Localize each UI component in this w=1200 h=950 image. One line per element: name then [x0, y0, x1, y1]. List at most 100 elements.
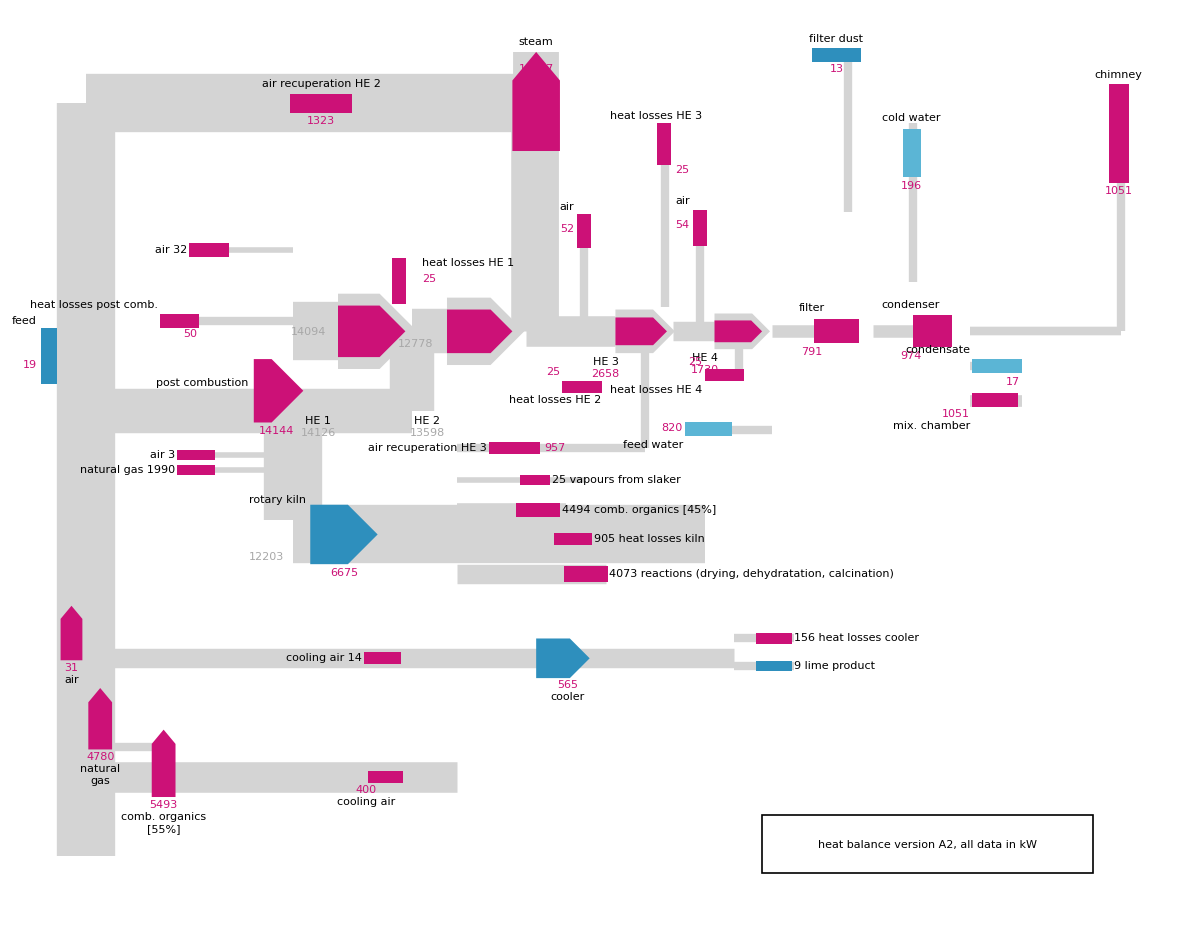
Text: 820: 820 — [661, 424, 683, 433]
Text: comb. organics: comb. organics — [121, 812, 206, 822]
Text: HE 4: HE 4 — [691, 353, 718, 363]
Text: HE 1: HE 1 — [305, 415, 331, 426]
Text: heat losses HE 4: heat losses HE 4 — [611, 385, 703, 395]
Bar — [564, 566, 607, 582]
Bar — [554, 534, 592, 545]
Text: 25: 25 — [674, 165, 689, 175]
Bar — [41, 329, 56, 384]
Text: filter dust: filter dust — [809, 34, 863, 44]
Polygon shape — [338, 306, 406, 357]
Text: 156 heat losses cooler: 156 heat losses cooler — [793, 634, 919, 643]
Bar — [367, 771, 403, 783]
Bar — [692, 211, 707, 246]
Text: air: air — [64, 675, 79, 685]
Bar — [190, 243, 229, 257]
Text: chimney: chimney — [1094, 69, 1142, 80]
Text: 13598: 13598 — [409, 428, 445, 439]
Text: 12778: 12778 — [397, 339, 433, 350]
Bar — [756, 633, 792, 644]
Text: heat balance version A2, all data in kW: heat balance version A2, all data in kW — [818, 840, 1037, 849]
Bar — [902, 129, 920, 177]
Text: filter: filter — [798, 303, 824, 314]
Text: air recuperation HE 3: air recuperation HE 3 — [368, 444, 487, 453]
Polygon shape — [714, 320, 762, 342]
Text: natural gas 1990: natural gas 1990 — [80, 466, 175, 475]
Text: air recuperation HE 2: air recuperation HE 2 — [262, 79, 380, 88]
Text: 25: 25 — [546, 367, 560, 377]
Text: 25 vapours from slaker: 25 vapours from slaker — [552, 475, 680, 484]
Text: 14126: 14126 — [300, 428, 336, 439]
Text: air 32: air 32 — [155, 245, 187, 256]
Text: 5493: 5493 — [150, 800, 178, 810]
Text: 791: 791 — [800, 347, 822, 357]
Polygon shape — [446, 310, 512, 353]
Text: 1323: 1323 — [307, 116, 335, 126]
Text: 4780: 4780 — [86, 752, 114, 763]
Bar — [516, 503, 560, 517]
Bar — [562, 381, 601, 392]
Text: cooling air 14: cooling air 14 — [286, 654, 361, 663]
Text: 14144: 14144 — [259, 427, 294, 436]
Text: feed water: feed water — [623, 440, 683, 450]
Text: HE 2: HE 2 — [414, 415, 440, 426]
Text: 974: 974 — [900, 352, 922, 361]
Text: 54: 54 — [676, 220, 690, 230]
Bar — [577, 215, 590, 248]
Bar — [290, 93, 352, 113]
Bar — [704, 369, 744, 381]
Text: heat losses post comb.: heat losses post comb. — [30, 299, 157, 310]
Polygon shape — [60, 606, 83, 660]
Bar — [811, 48, 862, 62]
Text: cooling air: cooling air — [337, 797, 395, 807]
Bar — [364, 653, 402, 664]
Text: feed: feed — [12, 316, 37, 327]
Text: 4073 reactions (drying, dehydratation, calcination): 4073 reactions (drying, dehydratation, c… — [610, 569, 894, 580]
Text: 13: 13 — [829, 64, 844, 74]
Polygon shape — [714, 314, 770, 350]
Bar — [178, 466, 215, 475]
Bar — [685, 423, 732, 436]
Text: 196: 196 — [901, 180, 923, 191]
Text: cold water: cold water — [882, 113, 941, 124]
Text: 6675: 6675 — [330, 568, 358, 579]
Text: heat losses HE 1: heat losses HE 1 — [422, 258, 515, 268]
Text: heat losses HE 2: heat losses HE 2 — [509, 395, 601, 405]
Polygon shape — [89, 688, 112, 750]
Text: gas: gas — [90, 776, 110, 787]
Text: condenser: condenser — [882, 299, 940, 310]
Text: 4494 comb. organics [45%]: 4494 comb. organics [45%] — [562, 504, 716, 515]
Polygon shape — [616, 317, 667, 345]
Text: 1051: 1051 — [942, 408, 970, 419]
Polygon shape — [446, 297, 524, 365]
Text: air 3: air 3 — [150, 450, 175, 460]
Bar — [658, 124, 671, 165]
Bar — [521, 475, 550, 484]
Text: air: air — [676, 197, 690, 206]
Polygon shape — [512, 52, 560, 151]
Text: 19: 19 — [23, 360, 37, 370]
Text: 25: 25 — [422, 274, 437, 284]
Text: 905 heat losses kiln: 905 heat losses kiln — [594, 535, 704, 544]
Text: 25: 25 — [689, 357, 703, 367]
Text: steam: steam — [518, 37, 553, 47]
Text: 565: 565 — [557, 680, 578, 690]
Polygon shape — [311, 504, 378, 564]
Bar — [756, 661, 792, 672]
Text: cooler: cooler — [551, 692, 584, 702]
Bar — [1109, 84, 1129, 182]
Text: 10967: 10967 — [518, 64, 553, 74]
Text: heat losses HE 3: heat losses HE 3 — [611, 111, 702, 122]
Text: condensate: condensate — [905, 345, 970, 355]
Bar — [160, 314, 199, 329]
Text: mix. chamber: mix. chamber — [893, 421, 970, 430]
Text: 1730: 1730 — [690, 365, 719, 375]
Text: 31: 31 — [65, 663, 78, 674]
Bar — [392, 258, 407, 304]
Text: 50: 50 — [184, 330, 197, 339]
Text: 17: 17 — [1006, 377, 1020, 387]
Bar — [488, 443, 540, 454]
Bar — [972, 392, 1018, 407]
Text: post combustion: post combustion — [156, 378, 248, 388]
Text: HE 3: HE 3 — [593, 357, 618, 367]
Polygon shape — [253, 359, 304, 423]
